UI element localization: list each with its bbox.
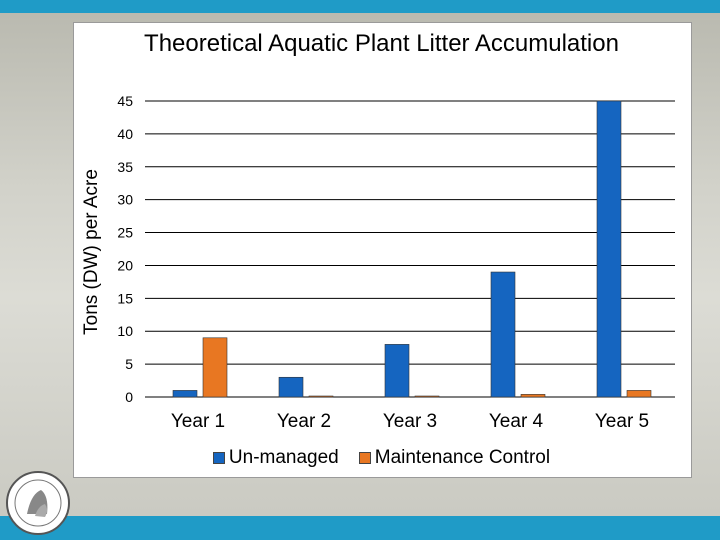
- chart-title: Theoretical Aquatic Plant Litter Accumul…: [144, 30, 619, 57]
- x-tick-label: Year 4: [489, 411, 544, 432]
- bar-un-managed: [172, 390, 198, 398]
- bar-maintenance-control: [414, 395, 440, 398]
- legend-label: Un-managed: [228, 447, 339, 468]
- bar-un-managed: [278, 376, 304, 398]
- bar-maintenance-control: [626, 390, 652, 398]
- bar-maintenance-control: [520, 394, 546, 398]
- y-tick-label: 35: [117, 159, 133, 175]
- chart-legend: Un-managed Maintenance Control: [73, 447, 690, 469]
- bottom-accent-band: [0, 516, 720, 540]
- y-tick-label: 45: [117, 93, 133, 109]
- legend-entry: Un-managed: [212, 447, 339, 469]
- y-tick-label: 20: [117, 257, 133, 273]
- legend-entry: Maintenance Control: [358, 447, 551, 469]
- bar-un-managed: [490, 271, 516, 398]
- chart-panel: [73, 22, 692, 478]
- y-tick-label: 10: [117, 323, 133, 339]
- y-tick-label: 5: [125, 356, 133, 372]
- legend-swatch: [212, 452, 225, 464]
- y-axis-label: Tons (DW) per Acre: [81, 169, 102, 335]
- bar-maintenance-control: [202, 337, 228, 398]
- agency-seal-icon: [6, 471, 70, 535]
- top-accent-band: [0, 0, 720, 13]
- bar-un-managed: [384, 344, 410, 398]
- y-tick-label: 30: [117, 192, 133, 208]
- y-tick-label: 0: [125, 389, 133, 405]
- x-tick-label: Year 5: [595, 411, 649, 432]
- y-tick-label: 40: [117, 126, 133, 142]
- y-tick-label: 25: [117, 225, 133, 241]
- bar-un-managed: [596, 100, 622, 398]
- bar-maintenance-control: [308, 395, 334, 398]
- x-tick-label: Year 3: [383, 411, 437, 432]
- x-tick-label: Year 2: [277, 411, 331, 432]
- legend-label: Maintenance Control: [374, 447, 551, 468]
- x-tick-label: Year 1: [171, 411, 225, 432]
- legend-swatch: [358, 452, 371, 464]
- y-tick-label: 15: [117, 290, 133, 306]
